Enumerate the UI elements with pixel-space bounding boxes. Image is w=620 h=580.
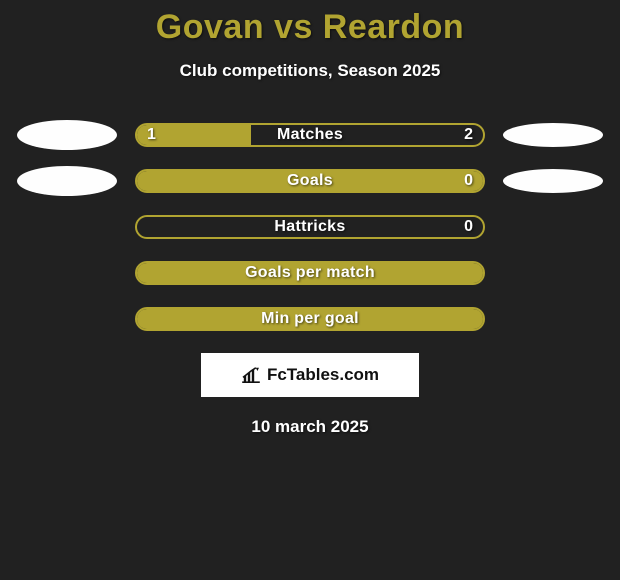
stat-row: Goals per match <box>0 261 620 285</box>
stat-bar: 1Matches2 <box>135 123 485 147</box>
stat-row: Hattricks0 <box>0 215 620 239</box>
page-title: Govan vs Reardon <box>0 0 620 47</box>
stat-bar: Goals per match <box>135 261 485 285</box>
stat-label: Goals <box>137 171 483 191</box>
stats-container: 1Matches2Goals0Hattricks0Goals per match… <box>0 123 620 331</box>
stat-bar: Hattricks0 <box>135 215 485 239</box>
stat-right-value: 2 <box>464 125 473 145</box>
right-team-oval <box>503 123 603 147</box>
brand-badge: FcTables.com <box>201 353 419 397</box>
stat-label: Hattricks <box>137 217 483 237</box>
stat-label: Matches <box>137 125 483 145</box>
stat-label: Min per goal <box>137 309 483 329</box>
stat-right-value: 0 <box>464 217 473 237</box>
stat-bar: Min per goal <box>135 307 485 331</box>
left-team-oval <box>17 166 117 196</box>
date-text: 10 march 2025 <box>0 417 620 437</box>
stat-bar: Goals0 <box>135 169 485 193</box>
stat-label: Goals per match <box>137 263 483 283</box>
subtitle: Club competitions, Season 2025 <box>0 61 620 81</box>
stat-row: Min per goal <box>0 307 620 331</box>
infographic-canvas: Govan vs Reardon Club competitions, Seas… <box>0 0 620 580</box>
brand-text: FcTables.com <box>267 365 379 385</box>
left-team-oval <box>17 120 117 150</box>
right-team-oval <box>503 169 603 193</box>
stat-row: 1Matches2 <box>0 123 620 147</box>
bar-chart-icon <box>241 367 261 383</box>
stat-right-value: 0 <box>464 171 473 191</box>
stat-row: Goals0 <box>0 169 620 193</box>
